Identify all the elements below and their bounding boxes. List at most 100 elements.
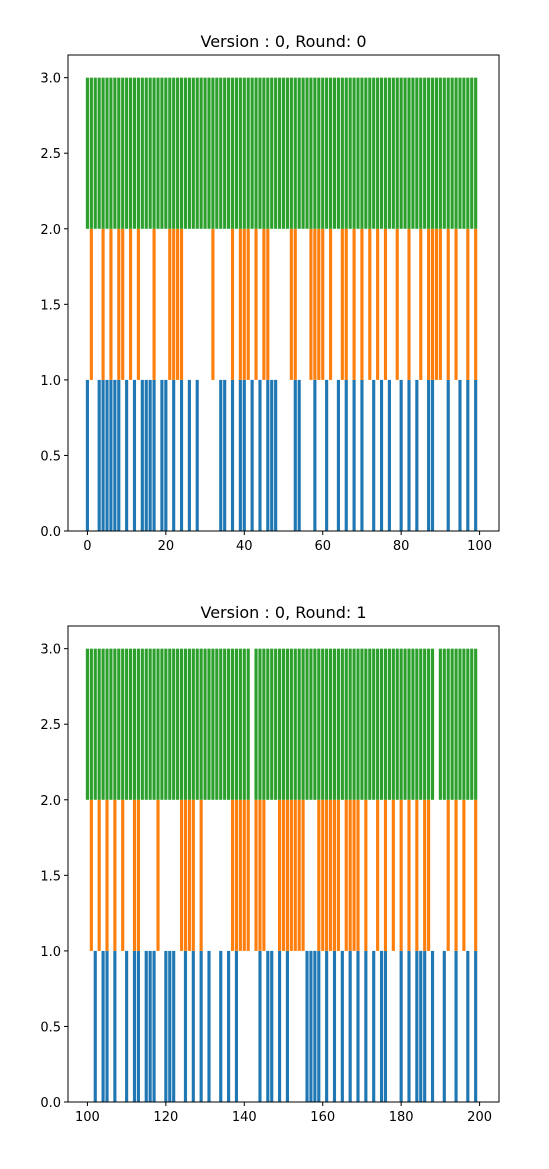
bar-176: [383, 799, 388, 951]
bar-162: [328, 648, 333, 800]
bar-75: [379, 77, 384, 229]
bar-144: [258, 799, 262, 951]
bar-156: [305, 950, 309, 1102]
bar-17: [152, 228, 156, 380]
bar-110: [125, 950, 129, 1102]
bar-107: [113, 799, 117, 951]
bar-80: [399, 379, 403, 531]
bar-193: [450, 648, 454, 800]
bar-168: [352, 648, 356, 800]
series-0: [85, 379, 478, 531]
bar-169: [356, 950, 360, 1102]
bar-144: [258, 648, 262, 800]
bar-53: [293, 379, 297, 531]
bar-147: [270, 648, 274, 800]
bar-84: [415, 379, 419, 531]
chart-0: 0 20 40 60 80 100 0.0 0.5 1.0 1.5 2.0 2.5 3.0 Version…: [40, 32, 500, 554]
bar-113: [136, 648, 140, 800]
bar-20: [164, 77, 168, 229]
bar-30: [203, 77, 207, 229]
series-1: [89, 799, 478, 951]
bar-161: [325, 950, 329, 1102]
x-tick-label: 60: [314, 539, 331, 554]
bar-103: [97, 799, 101, 951]
bar-62: [328, 77, 333, 229]
bar-52: [289, 77, 293, 229]
bar-21: [168, 228, 172, 380]
bar-196: [462, 799, 466, 951]
bar-63: [332, 77, 337, 229]
bar-39: [238, 379, 242, 531]
bar-39: [238, 228, 242, 380]
bar-143: [254, 648, 258, 800]
series-1: [89, 228, 478, 380]
bar-52: [289, 228, 293, 380]
bar-104: [101, 648, 105, 800]
bar-107: [113, 950, 117, 1102]
bar-118: [156, 799, 160, 951]
bar-149: [278, 950, 282, 1102]
bar-16: [148, 77, 152, 229]
bar-87: [427, 379, 431, 531]
bar-7: [113, 379, 117, 531]
bar-34: [219, 379, 223, 531]
plot-frame: [67, 54, 500, 532]
bar-192: [446, 648, 450, 800]
bar-80: [399, 77, 403, 229]
bar-176: [383, 648, 388, 800]
bar-40: [242, 379, 246, 531]
bar-51: [285, 77, 289, 229]
bar-47: [270, 379, 274, 531]
bar-37: [230, 228, 235, 380]
bar-17: [152, 379, 156, 531]
bar-157: [309, 648, 313, 800]
bar-90: [438, 77, 442, 229]
bar-164: [336, 799, 340, 951]
bar-162: [328, 799, 333, 951]
bar-113: [136, 799, 140, 951]
bar-122: [172, 950, 176, 1102]
bar-66: [344, 77, 348, 229]
bar-102: [93, 648, 97, 800]
bar-42: [250, 77, 254, 229]
bar-188: [430, 950, 435, 1102]
bar-133: [215, 648, 219, 800]
bar-87: [427, 228, 431, 380]
bar-8: [117, 77, 121, 229]
bar-36: [227, 77, 231, 229]
bar-127: [191, 648, 195, 800]
bar-105: [105, 648, 109, 800]
bar-25: [183, 77, 188, 229]
bar-144: [258, 950, 262, 1102]
bar-68: [352, 228, 356, 380]
bar-32: [211, 228, 215, 380]
bar-64: [336, 77, 340, 229]
bar-123: [176, 648, 180, 800]
bar-185: [419, 648, 423, 800]
bar-76: [383, 77, 388, 229]
bar-194: [454, 799, 458, 951]
bar-84: [415, 77, 419, 229]
bar-27: [191, 77, 195, 229]
bar-153: [293, 648, 297, 800]
bar-166: [344, 648, 348, 800]
bar-70: [360, 379, 364, 531]
bar-124: [179, 648, 184, 800]
bar-57: [309, 228, 313, 380]
bar-82: [407, 77, 411, 229]
bar-11: [128, 228, 133, 380]
bar-62: [328, 228, 333, 380]
bar-174: [376, 648, 380, 800]
y-tick-label: 1.5: [40, 298, 61, 313]
x-tick-label: 100: [467, 539, 492, 554]
bar-6: [109, 77, 113, 229]
bar-70: [360, 77, 364, 229]
bar-70: [360, 228, 364, 380]
bar-77: [387, 379, 391, 531]
bar-149: [278, 648, 282, 800]
bar-110: [125, 648, 129, 800]
bar-10: [125, 379, 129, 531]
bar-181: [403, 648, 407, 800]
bar-45: [262, 77, 266, 229]
